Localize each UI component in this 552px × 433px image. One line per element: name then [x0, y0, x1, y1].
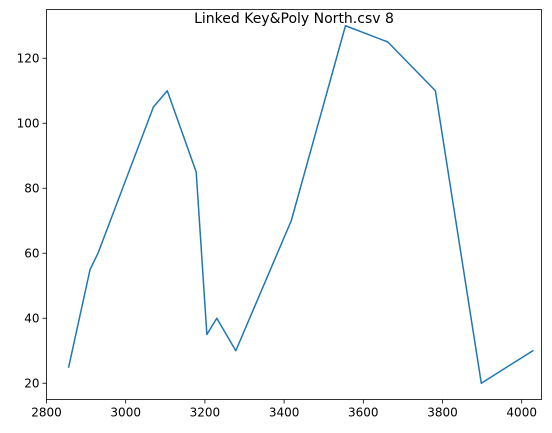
x-tick-label: 3000: [110, 406, 141, 420]
x-tick-label: 3800: [427, 406, 458, 420]
x-tick-label: 3200: [190, 406, 221, 420]
x-axis: 2800 3000 3200 3400 3600 3800 4000: [31, 399, 537, 420]
x-tick-label: 3600: [348, 406, 379, 420]
y-tick-label: 100: [17, 117, 40, 131]
y-tick-label: 120: [17, 52, 40, 66]
y-axis: 20 40 60 80 100 120: [17, 52, 47, 391]
x-tick-label: 3400: [269, 406, 300, 420]
series-line-0: [67, 25, 534, 384]
y-tick-label: 60: [24, 247, 39, 261]
axes-frame: [46, 9, 542, 400]
y-tick-label: 80: [24, 182, 39, 196]
x-tick-label: 2800: [31, 406, 62, 420]
y-tick-label: 20: [24, 377, 39, 391]
plot-area: [67, 25, 534, 384]
y-tick-label: 40: [24, 312, 39, 326]
x-tick-label: 4000: [506, 406, 537, 420]
chart-title: Linked Key&Poly North.csv 8: [194, 11, 394, 27]
